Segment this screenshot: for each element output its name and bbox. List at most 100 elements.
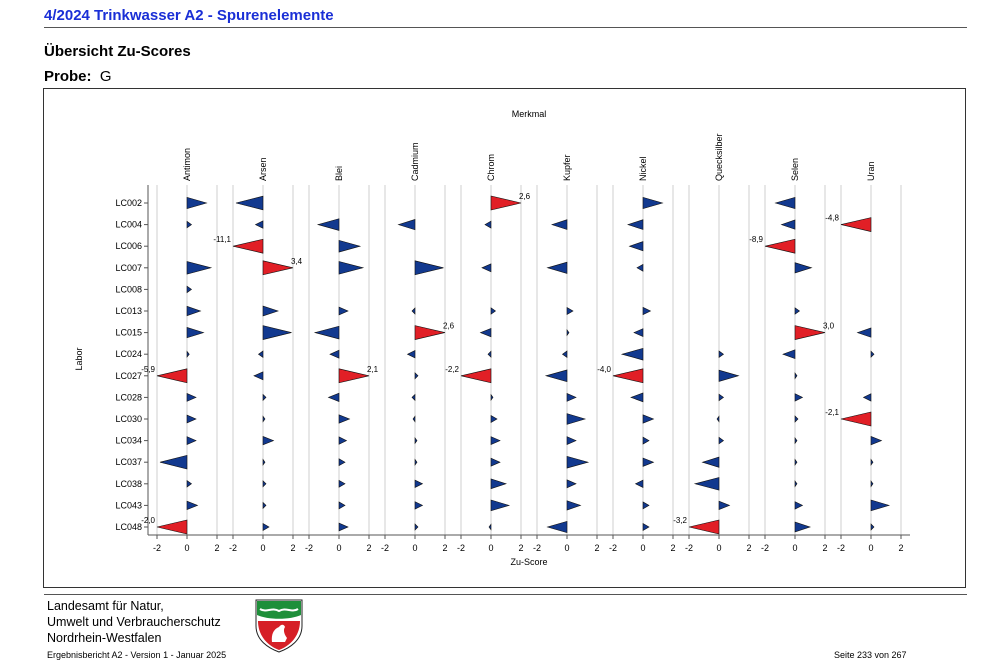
zu-score-data-label: -8,9 xyxy=(749,235,763,244)
zu-score-marker-nickel-lc038 xyxy=(634,479,644,488)
x-tick-label: -2 xyxy=(761,543,769,553)
section-title: Übersicht Zu-Scores xyxy=(44,43,191,60)
zu-score-marker-blei-lc048 xyxy=(338,522,349,532)
zu-score-marker-antimon-lc002 xyxy=(186,196,208,210)
zu-score-marker-quecksilber-lc030 xyxy=(716,415,720,423)
lab-label-lc043: LC043 xyxy=(115,500,142,510)
zu-score-marker-chrom-lc034 xyxy=(490,436,501,445)
zu-score-marker-kupfer-lc013 xyxy=(566,307,574,315)
series-label-selen: Selen xyxy=(790,158,800,181)
zu-score-marker-selen-lc038 xyxy=(794,480,798,488)
zu-score-marker-selen-lc030 xyxy=(794,415,799,423)
zu-score-marker-antimon-lc028 xyxy=(186,393,197,402)
zu-score-marker-quecksilber-lc024 xyxy=(718,350,725,359)
zu-score-marker-selen-lc004 xyxy=(780,219,796,230)
zu-score-marker-arsen-lc048 xyxy=(262,523,270,531)
zu-score-marker-nickel-lc004 xyxy=(627,219,644,230)
zu-score-marker-uran-lc004 xyxy=(840,217,872,232)
probe-line: Probe: G xyxy=(44,68,112,85)
zu-score-marker-quecksilber-lc048 xyxy=(688,519,720,535)
probe-label: Probe: xyxy=(44,68,92,85)
zu-score-marker-antimon-lc008 xyxy=(186,285,193,294)
zu-score-marker-antimon-lc013 xyxy=(186,305,202,317)
x-tick-label: 0 xyxy=(792,543,797,553)
lab-label-lc037: LC037 xyxy=(115,457,142,467)
lab-label-lc008: LC008 xyxy=(115,284,142,294)
zu-score-marker-chrom-lc038 xyxy=(490,478,507,490)
zu-score-marker-arsen-lc043 xyxy=(262,501,267,510)
lab-label-lc006: LC006 xyxy=(115,241,142,251)
x-tick-label: 0 xyxy=(564,543,569,553)
lab-label-lc030: LC030 xyxy=(115,414,142,424)
zu-score-marker-cadmium-lc034 xyxy=(414,436,418,445)
lab-label-lc028: LC028 xyxy=(115,392,142,402)
x-tick-label: 0 xyxy=(336,543,341,553)
zu-score-marker-blei-lc043 xyxy=(338,501,346,510)
zu-score-marker-nickel-lc030 xyxy=(642,414,655,424)
zu-score-marker-cadmium-lc038 xyxy=(414,479,424,488)
zu-score-marker-arsen-lc007 xyxy=(262,260,294,276)
lab-label-lc002: LC002 xyxy=(115,198,142,208)
zu-score-marker-chrom-lc007 xyxy=(481,263,492,273)
x-tick-label: -2 xyxy=(837,543,845,553)
zu-score-marker-kupfer-lc004 xyxy=(551,219,568,230)
zu-score-marker-kupfer-lc028 xyxy=(566,393,577,402)
zu-score-marker-cadmium-lc015 xyxy=(414,325,446,340)
zu-score-marker-uran-lc043 xyxy=(870,499,891,512)
zu-score-marker-quecksilber-lc037 xyxy=(701,456,720,468)
zu-score-marker-nickel-lc007 xyxy=(636,263,644,272)
nrw-coat-of-arms-logo xyxy=(255,599,303,653)
zu-score-marker-nickel-lc028 xyxy=(630,392,644,403)
lab-label-lc027: LC027 xyxy=(115,371,142,381)
zu-score-marker-uran-lc015 xyxy=(856,327,872,338)
zu-score-marker-arsen-lc034 xyxy=(262,435,275,446)
zu-score-marker-kupfer-lc048 xyxy=(546,520,568,534)
x-tick-label: -2 xyxy=(305,543,313,553)
zu-score-marker-cadmium-lc028 xyxy=(411,393,416,402)
zu-score-marker-blei-lc030 xyxy=(338,414,351,424)
zu-score-marker-uran-lc038 xyxy=(870,480,874,488)
zu-score-data-label: 2,6 xyxy=(443,322,455,331)
zu-score-marker-kupfer-lc037 xyxy=(566,455,590,469)
zu-score-marker-cadmium-lc007 xyxy=(414,260,444,276)
zu-score-marker-antimon-lc043 xyxy=(186,500,199,511)
zu-score-marker-blei-lc013 xyxy=(338,306,349,316)
zu-score-marker-chrom-lc002 xyxy=(490,195,522,211)
footer-rule xyxy=(44,594,967,595)
zu-score-data-label: 2,1 xyxy=(367,365,379,374)
lab-label-lc015: LC015 xyxy=(115,328,142,338)
header-rule xyxy=(44,27,967,28)
zu-score-data-label: 2,6 xyxy=(519,192,531,201)
zu-score-marker-kupfer-lc030 xyxy=(566,413,587,425)
lab-label-lc024: LC024 xyxy=(115,349,142,359)
chart-title: Merkmal xyxy=(512,109,547,119)
zu-score-marker-nickel-lc043 xyxy=(642,501,650,510)
x-tick-label: 0 xyxy=(868,543,873,553)
report-version: Ergebnisbericht A2 - Version 1 - Januar … xyxy=(47,650,227,660)
x-tick-label: 2 xyxy=(518,543,523,553)
zu-score-marker-kupfer-lc024 xyxy=(561,350,568,359)
zu-score-marker-chrom-lc027 xyxy=(460,368,492,384)
zu-score-marker-cadmium-lc043 xyxy=(414,501,424,510)
zu-score-data-label: -2,1 xyxy=(825,408,839,417)
zu-score-marker-selen-lc043 xyxy=(794,501,804,510)
zu-score-marker-chrom-lc048 xyxy=(488,523,492,531)
zu-score-marker-arsen-lc030 xyxy=(262,415,266,423)
zu-score-marker-selen-lc034 xyxy=(794,436,798,445)
zu-score-marker-nickel-lc006 xyxy=(628,241,644,252)
series-label-cadmium: Cadmium xyxy=(410,142,420,181)
zu-score-data-label: -11,1 xyxy=(213,235,231,244)
x-tick-label: -2 xyxy=(609,543,617,553)
zu-score-marker-selen-lc024 xyxy=(782,349,796,360)
x-tick-label: 2 xyxy=(290,543,295,553)
zu-score-marker-blei-lc015 xyxy=(313,325,340,340)
zu-score-marker-uran-lc048 xyxy=(870,523,875,531)
x-tick-label: 2 xyxy=(670,543,675,553)
zu-score-marker-cadmium-lc037 xyxy=(414,458,418,466)
lab-label-lc038: LC038 xyxy=(115,479,142,489)
zu-score-marker-uran-lc024 xyxy=(870,350,875,358)
zu-score-marker-selen-lc002 xyxy=(774,196,796,210)
zu-score-marker-kupfer-lc015 xyxy=(566,328,570,337)
page-number: Seite 233 von 267 xyxy=(834,650,907,660)
zu-score-data-label: -4,0 xyxy=(597,365,611,374)
